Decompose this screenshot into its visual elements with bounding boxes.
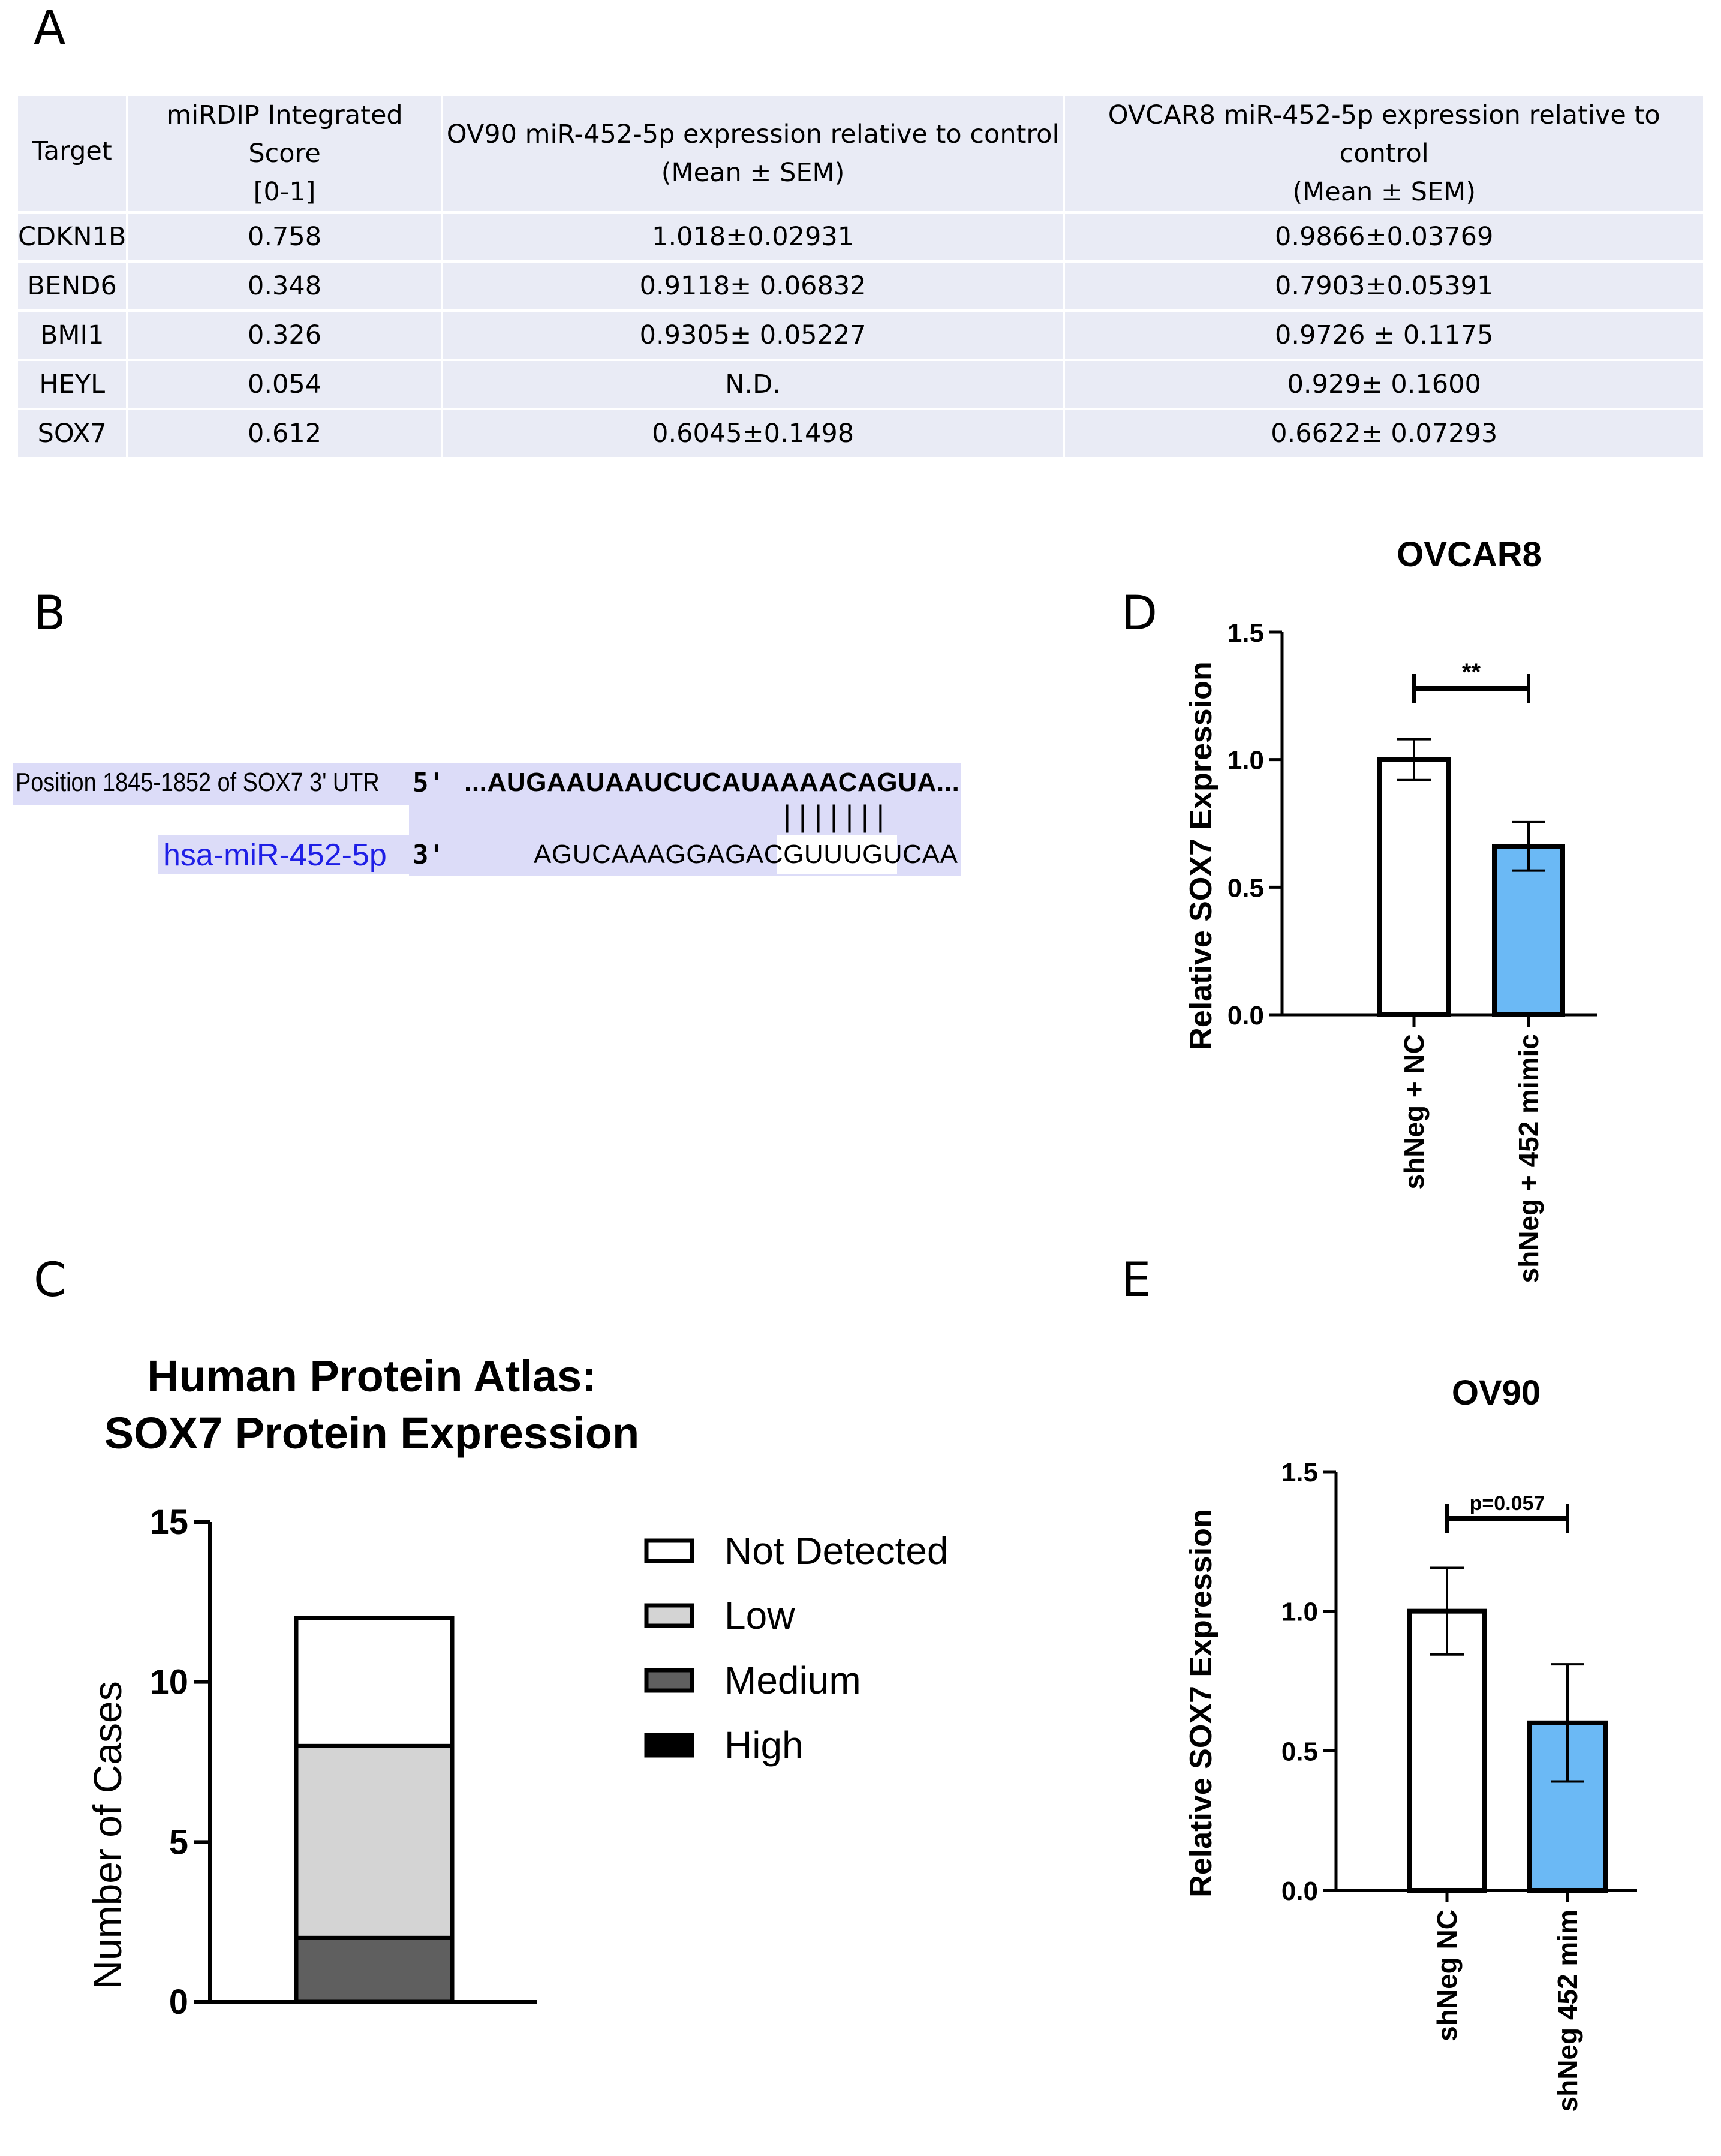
legend-swatch-high (644, 1733, 694, 1758)
chart-c-bar-segment-not-detected (294, 1616, 455, 1748)
utr-five-prime: 5' (413, 768, 444, 798)
cell-ovcar8: 0.9866±0.03769 (1063, 211, 1705, 263)
chart-c-plot-area: 0 5 10 15 (149, 1503, 537, 2022)
header-ov90-line1: OV90 miR-452-5p expression relative to c… (446, 119, 1060, 149)
chart-significance-label: ** (1462, 659, 1481, 685)
cell-score: 0.054 (126, 359, 443, 410)
header-score-line1: miRDIP Integrated Score (166, 100, 403, 169)
chart-c-y-tick-label: 10 (149, 1663, 188, 1702)
header-ovcar8: OVCAR8 miR-452-5p expression relative to… (1063, 94, 1705, 214)
chart-e-y-label: Relative SOX7 Expression (1184, 1509, 1218, 1897)
cell-score: 0.612 (126, 408, 443, 459)
chart-c-bar-segment-medium (294, 1935, 455, 2004)
chart-d-title: OVCAR8 (1397, 535, 1542, 574)
chart-y-tick-label: 0.5 (1281, 1737, 1318, 1766)
table-header-row: Target miRDIP Integrated Score [0-1] OV9… (15, 94, 1705, 214)
chart-c-y-tick-label: 15 (149, 1503, 188, 1542)
chart-y-tick-label: 1.0 (1227, 746, 1264, 775)
chart-y-tick-label: 1.0 (1281, 1598, 1318, 1627)
chart-x-tick-label: shNeg NC (1431, 1910, 1463, 2041)
legend-label-medium: Medium (724, 1659, 861, 1702)
chart-c-title-line2: SOX7 Protein Expression (104, 1408, 639, 1458)
cell-score: 0.758 (126, 211, 443, 263)
cell-ov90: N.D. (440, 359, 1066, 410)
table-row: BEND6 0.348 0.9118± 0.06832 0.7903±0.053… (15, 260, 1705, 312)
header-ovcar8-line1: OVCAR8 miR-452-5p expression relative to… (1108, 100, 1660, 169)
table-row: BMI1 0.326 0.9305± 0.05227 0.9726 ± 0.11… (15, 309, 1705, 361)
seed-highlight (777, 835, 897, 874)
chart-c-y-tick-label: 0 (169, 1983, 188, 2022)
cell-ov90: 0.6045±0.1498 (440, 408, 1066, 459)
chart-d-plot-area: 0.0 0.5 1.0 1.5 shNeg + NC shNeg + 452 mimic *… (1227, 618, 1597, 1283)
mirna-three-prime: 3' (413, 840, 444, 870)
chart-x-tick-label: shNeg + 452 mimic (1513, 1034, 1544, 1283)
cell-target: BMI1 (15, 309, 129, 361)
table-row: SOX7 0.612 0.6045±0.1498 0.6622± 0.07293 (15, 408, 1705, 459)
cell-target: BEND6 (15, 260, 129, 312)
base-pairing: ||||||| (783, 799, 892, 833)
cell-score: 0.348 (126, 260, 443, 312)
legend-label-not-detected: Not Detected (724, 1529, 949, 1572)
chart-e-ov90: OV90 Relative SOX7 Expression 0.0 0.5 1.0 1… (1184, 1373, 1637, 2112)
table-row: HEYL 0.054 N.D. 0.929± 0.1600 (15, 359, 1705, 410)
panel-label-a: A (34, 1, 66, 55)
cell-ovcar8: 0.929± 0.1600 (1063, 359, 1705, 410)
mirna-sequence: AGUCAAAGGAGACGUUUGUCAA (534, 840, 958, 869)
chart-e-title: OV90 (1452, 1373, 1541, 1412)
mirna-target-table: Target miRDIP Integrated Score [0-1] OV9… (15, 94, 1705, 459)
chart-e-plot-area: 0.0 0.5 1.0 1.5 shNeg NC shNeg 452 mim p=0.057 (1281, 1458, 1637, 2112)
cell-score: 0.326 (126, 309, 443, 361)
chart-y-tick-label: 0.5 (1227, 873, 1264, 903)
utr-sequence: ...AUGAAUAAUCUCAUAAAACAGUA... (464, 768, 960, 797)
header-score-line2: [0-1] (253, 177, 316, 207)
legend-label-high: High (724, 1724, 804, 1767)
mirna-label-box (158, 835, 409, 874)
cell-ov90: 0.9305± 0.05227 (440, 309, 1066, 361)
table-row: CDKN1B 0.758 1.018±0.02931 0.9866±0.0376… (15, 211, 1705, 263)
cell-ov90: 0.9118± 0.06832 (440, 260, 1066, 312)
header-ov90: OV90 miR-452-5p expression relative to c… (440, 94, 1066, 214)
header-score: miRDIP Integrated Score [0-1] (126, 94, 443, 214)
chart-x-tick-label: shNeg + NC (1398, 1034, 1430, 1189)
chart-c-hpa-sox7: Human Protein Atlas: SOX7 Protein Expres… (85, 1351, 949, 2022)
panel-label-c: C (34, 1253, 67, 1307)
legend-swatch-low (644, 1603, 694, 1628)
chart-d-y-label: Relative SOX7 Expression (1184, 661, 1218, 1050)
cell-ovcar8: 0.9726 ± 0.1175 (1063, 309, 1705, 361)
chart-c-bar-segment-low (294, 1743, 455, 1940)
cell-target: SOX7 (15, 408, 129, 459)
cell-target: CDKN1B (15, 211, 129, 263)
cell-target: HEYL (15, 359, 129, 410)
panel-label-b: B (34, 587, 66, 641)
legend-swatch-not-detected (644, 1538, 694, 1563)
chart-bar (1407, 1608, 1487, 1893)
legend-swatch-medium (644, 1668, 694, 1693)
cell-ovcar8: 0.6622± 0.07293 (1063, 408, 1705, 459)
panel-label-e: E (1121, 1253, 1151, 1307)
utr-label-box (13, 763, 409, 805)
chart-c-legend: Not Detected Low Medium High (644, 1529, 949, 1767)
chart-c-y-tick-label: 5 (169, 1823, 188, 1862)
chart-bar (1377, 757, 1451, 1017)
cell-ovcar8: 0.7903±0.05391 (1063, 260, 1705, 312)
header-target: Target (15, 94, 129, 214)
chart-c-title-line1: Human Protein Atlas: (147, 1351, 597, 1401)
utr-position-label: Position 1845-1852 of SOX7 3' UTR (16, 768, 380, 797)
chart-y-tick-label: 0.0 (1281, 1877, 1318, 1906)
chart-c-y-label: Number of Cases (85, 1681, 130, 1989)
chart-d-ovcar8: OVCAR8 Relative SOX7 Expression 0.0 0.5 1.… (1184, 535, 1597, 1283)
panel-label-d: D (1121, 587, 1158, 641)
chart-y-tick-label: 1.5 (1227, 618, 1264, 648)
mirna-label: hsa-miR-452-5p (163, 838, 387, 873)
header-ovcar8-line2: (Mean ± SEM) (1292, 177, 1476, 207)
chart-significance-label: p=0.057 (1470, 1492, 1545, 1515)
header-ov90-line2: (Mean ± SEM) (661, 158, 845, 188)
legend-label-low: Low (724, 1594, 795, 1637)
chart-y-tick-label: 1.5 (1281, 1458, 1318, 1487)
cell-ov90: 1.018±0.02931 (440, 211, 1066, 263)
chart-y-tick-label: 0.0 (1227, 1001, 1264, 1030)
chart-x-tick-label: shNeg 452 mim (1552, 1910, 1583, 2112)
